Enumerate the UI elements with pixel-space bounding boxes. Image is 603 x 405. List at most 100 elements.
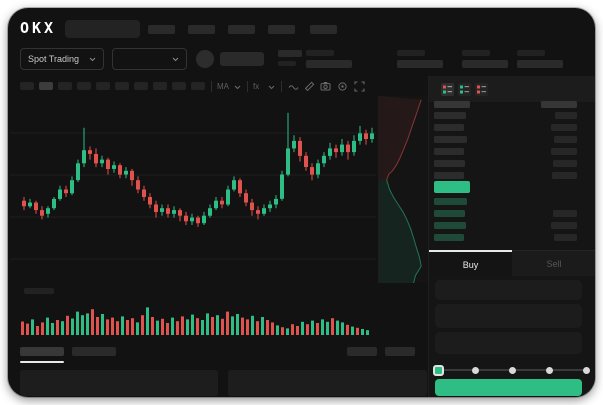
amount-slider[interactable] (432, 363, 594, 377)
timeframe-button[interactable] (191, 82, 205, 90)
timeframe-button[interactable] (134, 82, 148, 90)
coin-avatar (196, 50, 214, 68)
slider-dot[interactable] (545, 366, 553, 374)
ask-row[interactable] (429, 172, 595, 180)
slider-dot[interactable] (471, 366, 479, 374)
stat-value (397, 60, 443, 68)
secondary-dropdown[interactable]: fx (253, 82, 260, 91)
orderbook-bar (434, 112, 466, 119)
pencil-icon[interactable] (304, 81, 315, 92)
bid-row[interactable] (429, 234, 595, 242)
orderbook-bar (434, 222, 466, 229)
order-amount-field[interactable] (435, 304, 582, 328)
bid-row[interactable] (429, 198, 595, 206)
orderbook-bar (434, 181, 470, 193)
orderbook-bar (551, 124, 577, 131)
market-type-dropdown[interactable]: Spot Trading (20, 48, 104, 70)
orderbook-bar (553, 210, 577, 217)
orderbook-header (429, 76, 595, 102)
top-nav: OKX (8, 8, 595, 46)
bottom-action-placeholder[interactable] (347, 347, 377, 356)
toolbar-divider (247, 81, 248, 92)
bottom-tab[interactable] (72, 347, 116, 356)
nav-item[interactable] (228, 25, 255, 34)
bottom-panel (20, 370, 218, 396)
wave-icon[interactable] (288, 83, 299, 91)
toolbar-divider (211, 81, 212, 92)
market-type-label: Spot Trading (28, 54, 80, 64)
stat-label (462, 50, 490, 56)
order-price-field[interactable] (435, 280, 582, 300)
timeframe-button[interactable] (96, 82, 110, 90)
bid-row[interactable] (429, 210, 595, 218)
ask-row[interactable] (429, 112, 595, 120)
orderbook-bar (555, 112, 577, 119)
orderbook-bar (434, 198, 467, 205)
orderbook-view-bids-icon[interactable] (458, 83, 471, 96)
orderbook-rows (429, 98, 595, 250)
timeframe-button[interactable] (172, 82, 186, 90)
timeframe-button[interactable] (58, 82, 72, 90)
slider-handle[interactable] (432, 364, 444, 376)
bottom-panel (228, 370, 427, 396)
search-input[interactable] (65, 20, 140, 38)
ask-row[interactable] (429, 124, 595, 132)
orderbook-panel: Buy Sell (428, 76, 595, 397)
price-change-placeholder (278, 61, 296, 66)
orderbook-bar (434, 160, 465, 167)
depth-chart[interactable] (378, 96, 430, 284)
bid-row[interactable] (429, 222, 595, 230)
bottom-tab-active[interactable] (20, 347, 64, 356)
nav-item[interactable] (188, 25, 215, 34)
stat-value (462, 60, 508, 68)
camera-icon[interactable] (320, 81, 331, 91)
buy-tab[interactable]: Buy (429, 250, 512, 277)
stat-label (397, 50, 425, 56)
buy-tab-label: Buy (462, 259, 479, 270)
app-window: OKX Spot Trading (8, 8, 595, 397)
timeframe-button[interactable] (115, 82, 129, 90)
gear-icon[interactable] (337, 81, 348, 92)
stat-label (306, 50, 334, 56)
orderbook-view-both-icon[interactable] (441, 83, 454, 96)
orderbook-view-asks-icon[interactable] (475, 83, 488, 96)
orderbook-bar (552, 172, 577, 179)
indicator-dropdown[interactable]: MA (217, 82, 229, 91)
orderbook-column-headers (429, 101, 595, 109)
orderbook-bar (434, 101, 470, 108)
slider-dot[interactable] (582, 366, 590, 374)
ask-row[interactable] (429, 148, 595, 156)
orderbook-bar (554, 234, 577, 241)
pair-selector-dropdown[interactable] (112, 48, 187, 70)
timeframe-button[interactable] (153, 82, 167, 90)
sell-tab[interactable]: Sell (512, 251, 595, 276)
fullscreen-icon[interactable] (354, 81, 365, 92)
order-total-field[interactable] (435, 332, 582, 354)
slider-dot[interactable] (508, 366, 516, 374)
pair-name-placeholder (220, 52, 264, 66)
candlestick-chart[interactable] (10, 96, 376, 283)
timeframe-button[interactable] (20, 82, 34, 90)
timeframe-button[interactable] (39, 82, 53, 90)
orderbook-bar (434, 172, 464, 179)
orderbook-bar (553, 160, 577, 167)
volume-label-placeholder (24, 288, 54, 294)
chevron-down-icon[interactable] (234, 85, 241, 90)
buy-button[interactable] (435, 379, 582, 396)
chevron-down-icon[interactable] (268, 85, 275, 90)
timeframe-button[interactable] (77, 82, 91, 90)
ask-row[interactable] (429, 136, 595, 144)
trade-tabs: Buy Sell (429, 250, 595, 277)
orderbook-bar (551, 222, 577, 229)
stat-label (517, 50, 545, 56)
nav-item[interactable] (310, 25, 337, 34)
nav-item[interactable] (148, 25, 175, 34)
nav-item[interactable] (268, 25, 295, 34)
last-price-placeholder (278, 50, 302, 57)
bottom-action-placeholder[interactable] (385, 347, 415, 356)
orderbook-bar (434, 136, 467, 143)
ask-row[interactable] (429, 160, 595, 168)
okx-logo[interactable]: OKX (20, 19, 57, 37)
stat-value (517, 60, 563, 68)
orderbook-bar (554, 136, 577, 143)
